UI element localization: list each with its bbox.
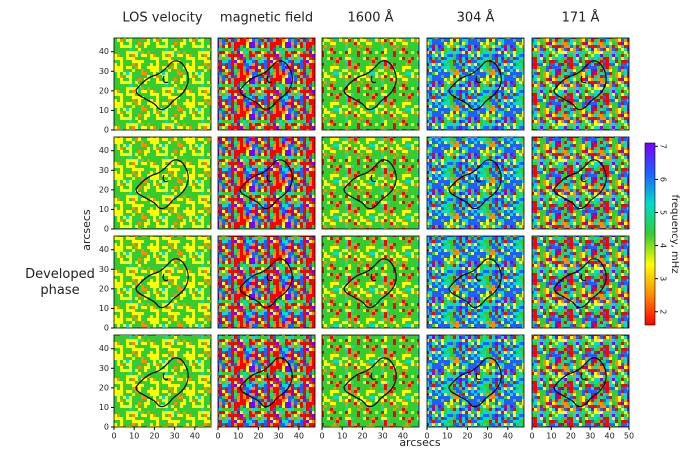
heatmap-panel [531,235,630,329]
y-tick-label: 10 [99,304,109,313]
x-tick-label: 40 [605,432,615,441]
colorbar-label: frequency, mHz [669,194,680,273]
heatmap-panel [217,136,316,230]
x-tick-label: 40 [503,432,513,441]
heatmap-panel [113,334,212,428]
y-tick-label: 20 [99,86,109,95]
x-tick-label: 10 [546,432,556,441]
heatmap-panel [217,235,316,329]
heatmap-panel [531,136,630,230]
y-tick-label: 20 [99,383,109,392]
x-tick-label: 10 [129,432,139,441]
x-tick-label: 10 [442,432,452,441]
x-tick-label: 20 [462,432,472,441]
heatmap-panel [531,37,630,131]
x-tick-label: 40 [294,432,304,441]
heatmap-panel [321,235,420,329]
x-tick-label: 40 [398,432,408,441]
heatmap-panel [113,37,212,131]
heatmap-panel [426,37,525,131]
x-tick-label: 0 [319,432,324,441]
y-tick-label: 30 [99,364,109,373]
y-tick-label: 0 [104,126,109,135]
x-axis-label: arcsecs [399,436,441,449]
x-tick-label: 0 [529,432,534,441]
x-tick-label: 0 [215,432,220,441]
y-tick-label: 30 [99,166,109,175]
heatmap-panel [321,37,420,131]
y-tick-label: 30 [99,265,109,274]
colorbar-tick-label: 4 [659,243,668,248]
column-title: LOS velocity [122,11,203,26]
y-tick-label: 40 [99,245,109,254]
x-tick-label: 20 [357,432,367,441]
colorbar-tick-label: 2 [659,309,668,314]
x-tick-label: 30 [274,432,284,441]
x-tick-label: 20 [253,432,263,441]
y-tick-label: 10 [99,403,109,412]
y-tick-label: 0 [104,225,109,234]
heatmap-panel [321,136,420,230]
y-tick-label: 0 [104,423,109,432]
column-title: magnetic field [220,11,313,26]
heatmap-panel [113,136,212,230]
colorbar-tick-label: 5 [659,210,668,215]
heatmap-panel [426,136,525,230]
heatmap-panel [217,334,316,428]
x-tick-label: 10 [337,432,347,441]
heatmap-panel [426,235,525,329]
x-tick-label: 20 [149,432,159,441]
heatmap-panel [321,334,420,428]
y-tick-label: 40 [99,344,109,353]
y-tick-label: 10 [99,205,109,214]
x-tick-label: 30 [483,432,493,441]
y-tick-label: 20 [99,185,109,194]
y-tick-label: 30 [99,67,109,76]
y-tick-label: 40 [99,146,109,155]
y-tick-label: 10 [99,106,109,115]
heatmap-panel [426,334,525,428]
x-tick-label: 40 [190,432,200,441]
column-title: 171 Å [562,10,600,26]
x-tick-label: 0 [111,432,116,441]
x-tick-label: 20 [566,432,576,441]
column-title: 1600 Å [347,10,393,26]
heatmap-panel [113,235,212,329]
colorbar [644,142,656,326]
heatmap-panel [531,334,630,428]
x-tick-label: 10 [233,432,243,441]
heatmap-panel [217,37,316,131]
colorbar-tick-label: 3 [659,276,668,281]
x-tick-label: 50 [624,432,634,441]
y-tick-label: 40 [99,47,109,56]
colorbar-tick-label: 7 [659,144,668,149]
colorbar-tick-label: 6 [659,177,668,182]
x-tick-label: 30 [585,432,595,441]
y-tick-label: 0 [104,324,109,333]
column-title: 304 Å [457,10,495,26]
x-tick-label: 0 [424,432,429,441]
row-label: Developed phase [25,267,95,298]
x-tick-label: 30 [170,432,180,441]
y-axis-label: arcsecs [80,209,93,251]
x-tick-label: 30 [378,432,388,441]
y-tick-label: 20 [99,284,109,293]
